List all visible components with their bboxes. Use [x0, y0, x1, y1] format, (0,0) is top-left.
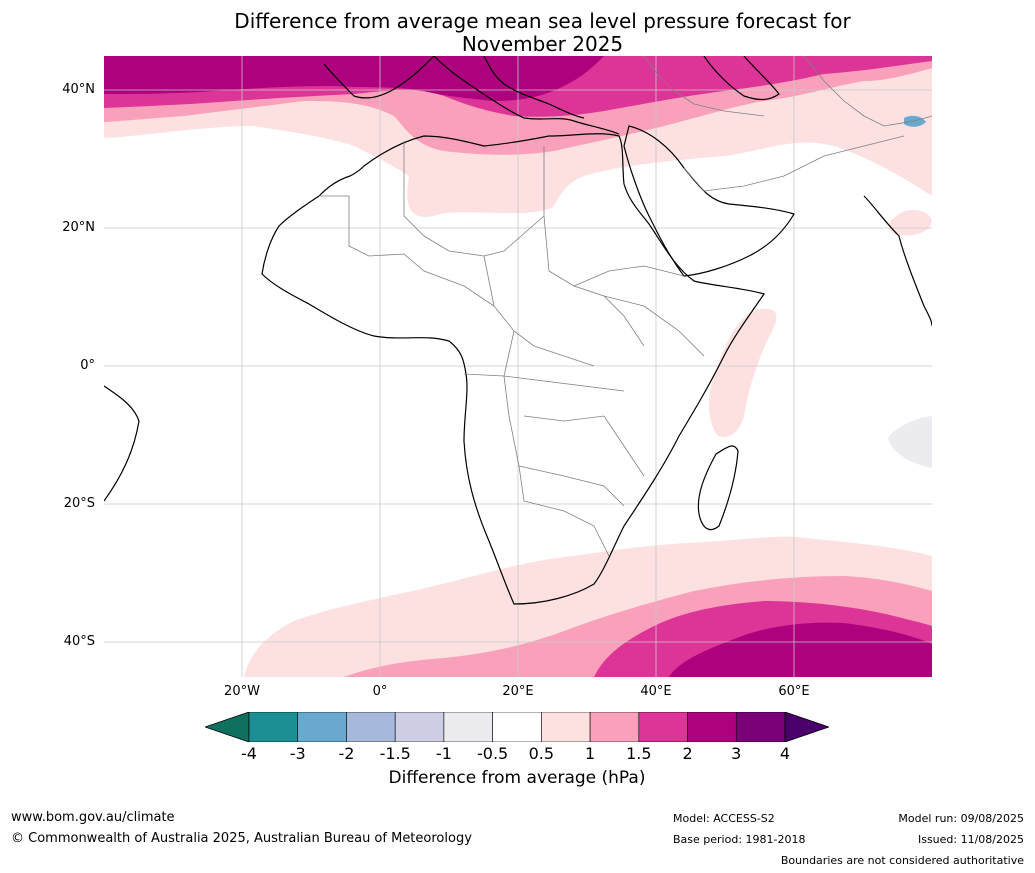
- colorbar-tick-label: -2: [338, 744, 355, 763]
- lon-label-20w: 20°W: [224, 684, 260, 699]
- colorbar-tick-label: 1.5: [626, 744, 652, 763]
- colorbar-tick-label: -1: [435, 744, 452, 763]
- lat-label-20n: 20°N: [62, 220, 95, 235]
- colorbar-segment: [492, 712, 542, 742]
- footer-copyright: © Commonwealth of Australia 2025, Austra…: [11, 831, 472, 846]
- lat-label-40n: 40°N: [62, 82, 95, 97]
- pressure-anomaly-map: [104, 56, 932, 677]
- footer-model: Model: ACCESS-S2: [673, 812, 775, 825]
- india-anomaly: [888, 210, 932, 236]
- colorbar-segment: [248, 712, 299, 742]
- footer-base-period: Base period: 1981-2018: [673, 833, 806, 846]
- colorbar-segment: [297, 712, 347, 742]
- footer-site: www.bom.gov.au/climate: [11, 810, 175, 825]
- colorbar-tick-label: 2: [682, 744, 693, 763]
- south-anomaly-2: [669, 622, 932, 677]
- colorbar-tick-label: -4: [241, 744, 257, 763]
- lat-label-40s: 40°S: [63, 634, 95, 649]
- footer-model-run: Model run: 09/08/2025: [898, 812, 1024, 825]
- colorbar: [205, 712, 829, 742]
- colorbar-segment: [443, 712, 493, 742]
- east-negative-anomaly: [888, 416, 932, 468]
- lon-label-40e: 40°E: [640, 684, 672, 699]
- colorbar-segment: [541, 712, 591, 742]
- colorbar-segment: [394, 712, 445, 742]
- colorbar-segment: [346, 712, 396, 742]
- lon-label-20e: 20°E: [502, 684, 534, 699]
- colorbar-segment: [735, 712, 786, 742]
- colorbar-segment: [638, 712, 688, 742]
- colorbar-segment: [687, 712, 737, 742]
- coastlines: [104, 56, 932, 605]
- map-title: Difference from average mean sea level p…: [0, 10, 1035, 56]
- colorbar-label: Difference from average (hPa): [388, 768, 646, 788]
- colorbar-tick-label: 4: [779, 744, 791, 763]
- footer-disclaimer: Boundaries are not considered authoritat…: [780, 854, 1024, 867]
- lat-label-20s: 20°S: [63, 496, 95, 511]
- lat-label-0: 0°: [80, 358, 95, 373]
- title-line-2: November 2025: [461, 32, 624, 56]
- colorbar-tick-label: 1: [584, 744, 596, 763]
- indian-ocean-anomaly: [708, 308, 777, 437]
- colorbar-tick-label: -0.5: [477, 744, 509, 763]
- colorbar-segment: [589, 712, 640, 742]
- gridlines: [104, 56, 932, 677]
- footer-issued: Issued: 11/08/2025: [917, 833, 1024, 846]
- colorbar-over-arrow: [784, 712, 829, 742]
- colorbar-tick-label: -3: [289, 744, 306, 763]
- title-line-1: Difference from average mean sea level p…: [234, 9, 851, 33]
- colorbar-tick-label: -1.5: [379, 744, 411, 763]
- colorbar-tick-label: 3: [731, 744, 742, 763]
- lon-label-0: 0°: [372, 684, 388, 699]
- colorbar-under-arrow: [205, 712, 250, 742]
- lon-label-60e: 60°E: [778, 684, 810, 699]
- hotspot-anomaly: [904, 115, 926, 127]
- colorbar-tick-label: 0.5: [528, 744, 555, 763]
- country-borders: [319, 56, 932, 557]
